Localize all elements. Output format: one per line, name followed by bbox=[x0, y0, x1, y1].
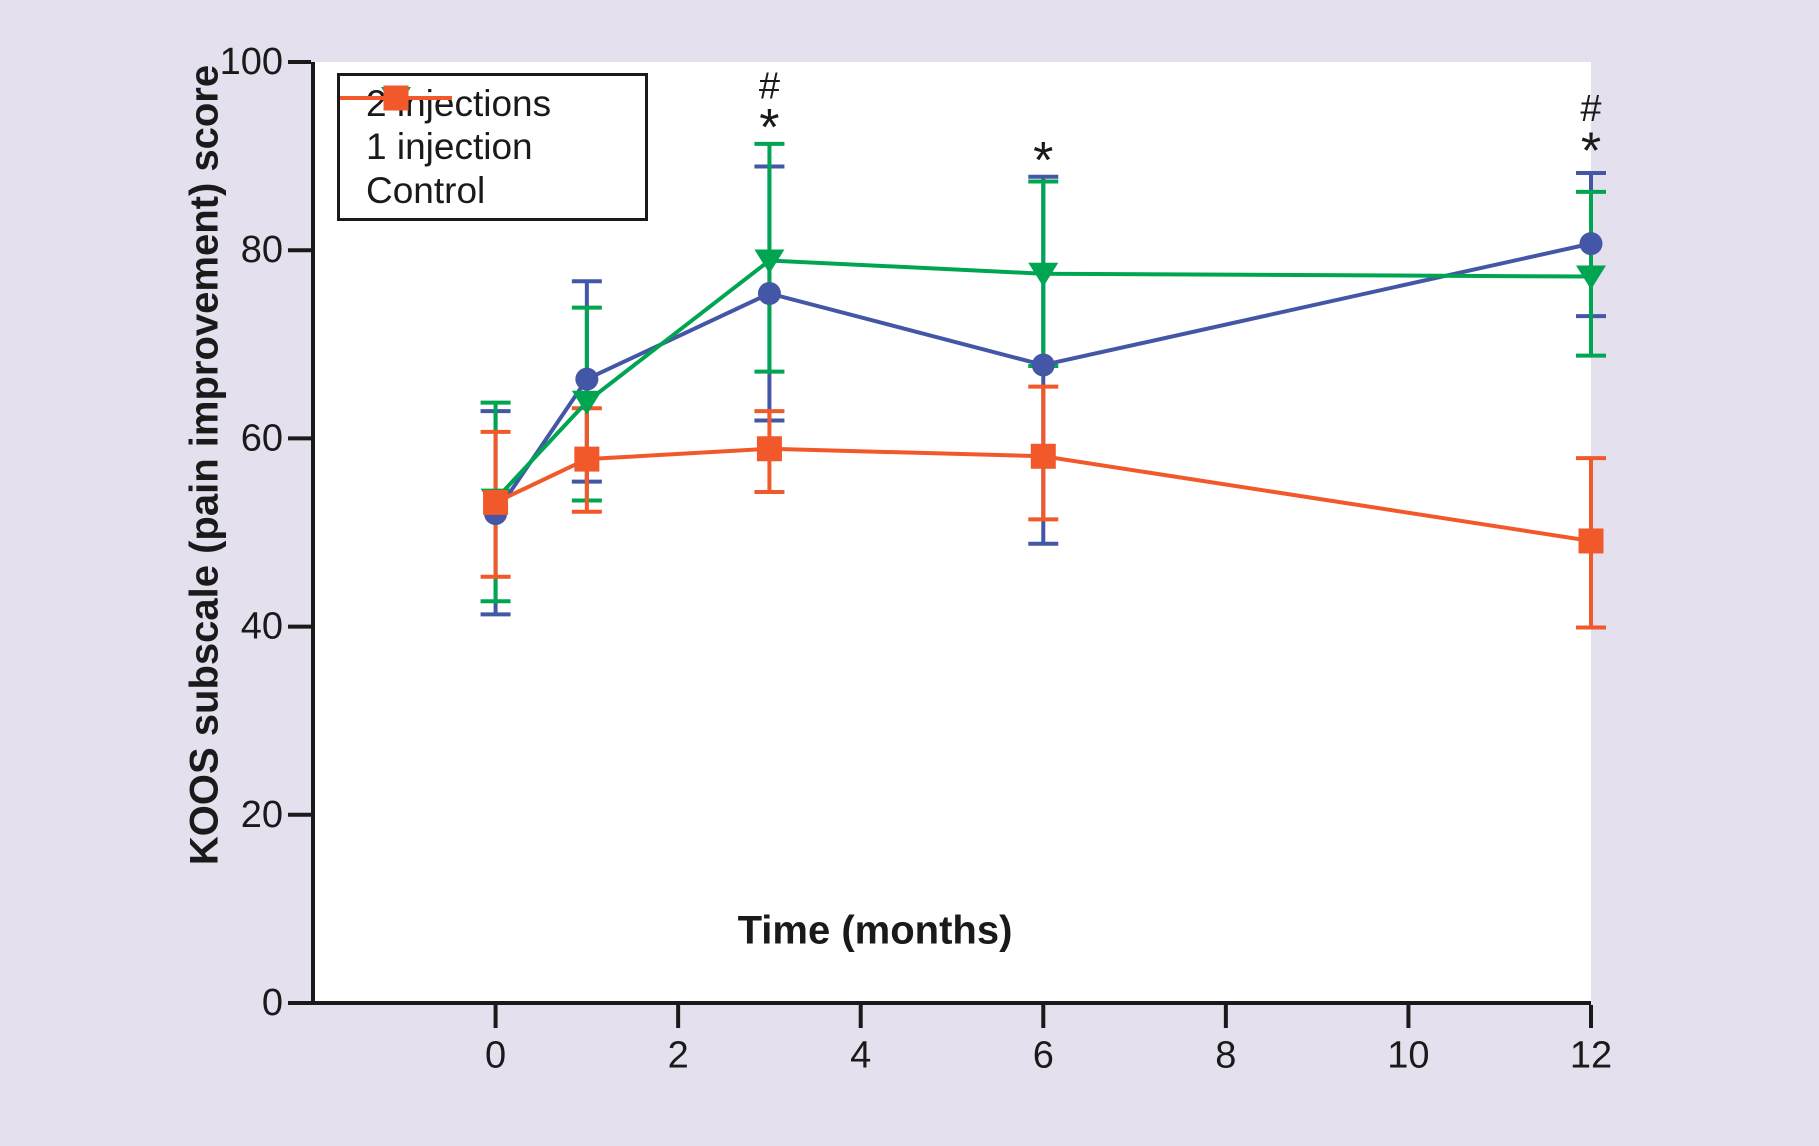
x-tick-label: 2 bbox=[668, 1034, 689, 1076]
significance-annotation: * bbox=[1581, 122, 1601, 180]
x-tick-label: 0 bbox=[485, 1034, 506, 1076]
y-axis-title: KOOS subscale (pain improvement) score bbox=[182, 64, 227, 866]
legend-item-control: Control bbox=[340, 85, 645, 212]
marker-control bbox=[574, 446, 600, 472]
significance-annotation: * bbox=[1033, 132, 1053, 190]
y-tick-label: 0 bbox=[262, 982, 283, 1024]
marker-2-injections bbox=[1579, 232, 1603, 256]
marker-control bbox=[483, 489, 509, 515]
marker-2-injections bbox=[757, 281, 781, 305]
y-tick-label: 40 bbox=[241, 606, 283, 648]
y-tick-label: 20 bbox=[241, 794, 283, 836]
marker-1-injection bbox=[1028, 262, 1059, 287]
marker-1-injection bbox=[571, 390, 602, 415]
legend-label: 1 injection bbox=[366, 126, 533, 168]
legend: 2 injections 1 injection Control bbox=[337, 73, 648, 221]
x-tick-label: 10 bbox=[1387, 1034, 1429, 1076]
y-tick-label: 60 bbox=[241, 417, 283, 459]
marker-1-injection bbox=[754, 249, 785, 274]
marker-control bbox=[1030, 443, 1056, 469]
x-tick-label: 6 bbox=[1033, 1034, 1054, 1076]
legend-label: Control bbox=[366, 169, 486, 211]
significance-annotation: # bbox=[1580, 88, 1601, 130]
marker-control bbox=[756, 436, 782, 462]
marker-control bbox=[1578, 528, 1604, 554]
x-tick-label: 8 bbox=[1215, 1034, 1236, 1076]
y-tick-label: 100 bbox=[220, 41, 283, 83]
marker-2-injections bbox=[1031, 353, 1055, 377]
significance-annotation: # bbox=[759, 65, 780, 107]
x-axis-title: Time (months) bbox=[737, 908, 1013, 953]
marker-1-injection bbox=[1576, 265, 1606, 290]
square-legend-sample-icon bbox=[340, 85, 452, 111]
x-tick-label: 4 bbox=[850, 1034, 871, 1076]
significance-annotation: * bbox=[759, 99, 779, 157]
legend-item-1-injection: 1 injection bbox=[340, 87, 645, 168]
x-tick-label: 12 bbox=[1570, 1034, 1612, 1076]
marker-2-injections bbox=[575, 367, 599, 391]
y-tick-label: 80 bbox=[241, 229, 283, 271]
